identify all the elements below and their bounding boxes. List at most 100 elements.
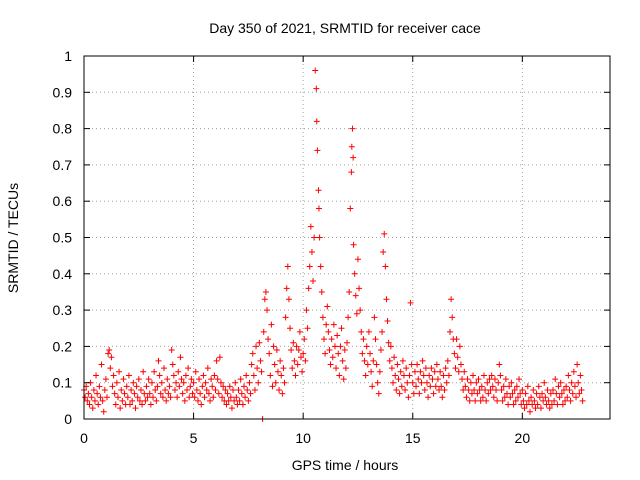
data-point: [184, 386, 191, 393]
data-point: [182, 372, 189, 379]
data-point: [137, 386, 144, 393]
data-point: [326, 347, 333, 354]
data-point: [439, 394, 446, 401]
data-point: [181, 397, 188, 404]
data-point: [277, 357, 284, 364]
data-point: [393, 386, 400, 393]
data-point: [302, 357, 309, 364]
data-point: [220, 383, 227, 390]
data-point: [166, 383, 173, 390]
data-point: [347, 205, 354, 212]
data-point: [188, 376, 195, 383]
data-point: [207, 397, 214, 404]
data-point: [301, 336, 308, 343]
x-tick-label: 10: [295, 430, 311, 446]
data-point: [140, 368, 147, 375]
data-point: [254, 365, 261, 372]
data-point: [477, 397, 484, 404]
y-tick-label: 1: [64, 48, 72, 64]
data-point: [419, 357, 426, 364]
data-point: [574, 361, 581, 368]
data-point: [430, 390, 437, 397]
data-point: [292, 372, 299, 379]
data-point: [168, 347, 175, 354]
x-tick-labels: 0 5 10 15 20: [80, 430, 530, 446]
data-point: [423, 379, 430, 386]
data-point: [180, 379, 187, 386]
data-point: [349, 125, 356, 132]
data-point: [560, 386, 567, 393]
data-point: [178, 376, 185, 383]
data-point: [110, 372, 117, 379]
data-point: [155, 357, 162, 364]
data-point: [354, 256, 361, 263]
data-point: [333, 365, 340, 372]
data-point: [129, 397, 136, 404]
data-point: [189, 390, 196, 397]
data-point: [274, 368, 281, 375]
data-point: [406, 372, 413, 379]
data-point: [391, 354, 398, 361]
data-point: [246, 379, 253, 386]
data-point: [205, 390, 212, 397]
data-point: [121, 390, 128, 397]
data-point: [567, 397, 574, 404]
data-point: [411, 368, 418, 375]
data-point: [449, 314, 456, 321]
axis-ticks: [83, 55, 610, 420]
data-point: [503, 390, 510, 397]
data-point: [111, 390, 118, 397]
data-point: [255, 379, 262, 386]
data-point: [163, 397, 170, 404]
data-point: [564, 394, 571, 401]
data-point: [192, 368, 199, 375]
x-tick-label: 20: [515, 430, 531, 446]
data-point: [237, 376, 244, 383]
data-point: [265, 336, 272, 343]
data-point: [109, 383, 116, 390]
data-point: [396, 390, 403, 397]
data-point: [276, 386, 283, 393]
data-point: [539, 390, 546, 397]
data-point: [314, 147, 321, 154]
data-point: [474, 390, 481, 397]
data-point: [270, 343, 277, 350]
data-point: [471, 386, 478, 393]
data-point: [546, 405, 553, 412]
data-point: [455, 368, 462, 375]
data-point: [457, 361, 464, 368]
data-point: [249, 350, 256, 357]
data-point: [281, 379, 288, 386]
data-point: [402, 386, 409, 393]
data-point: [310, 278, 317, 285]
data-point: [303, 307, 310, 314]
data-point: [186, 394, 193, 401]
data-point: [554, 401, 561, 408]
data-point: [456, 343, 463, 350]
data-point: [85, 390, 92, 397]
data-point: [537, 405, 544, 412]
data-point: [547, 390, 554, 397]
data-point: [279, 390, 286, 397]
data-point: [379, 328, 386, 335]
data-point: [305, 285, 312, 292]
data-point: [299, 368, 306, 375]
data-point: [416, 390, 423, 397]
y-tick-label: 0.4: [53, 266, 73, 282]
data-point: [421, 386, 428, 393]
data-point: [579, 397, 586, 404]
data-point: [513, 383, 520, 390]
data-point: [307, 223, 314, 230]
data-point: [365, 328, 372, 335]
data-point: [438, 383, 445, 390]
data-point: [243, 372, 250, 379]
data-point: [338, 325, 345, 332]
data-point: [203, 386, 210, 393]
data-point: [317, 263, 324, 270]
data-point: [245, 397, 252, 404]
data-point: [236, 397, 243, 404]
data-point: [202, 379, 209, 386]
data-point: [559, 401, 566, 408]
data-point: [528, 394, 535, 401]
data-point: [509, 390, 516, 397]
